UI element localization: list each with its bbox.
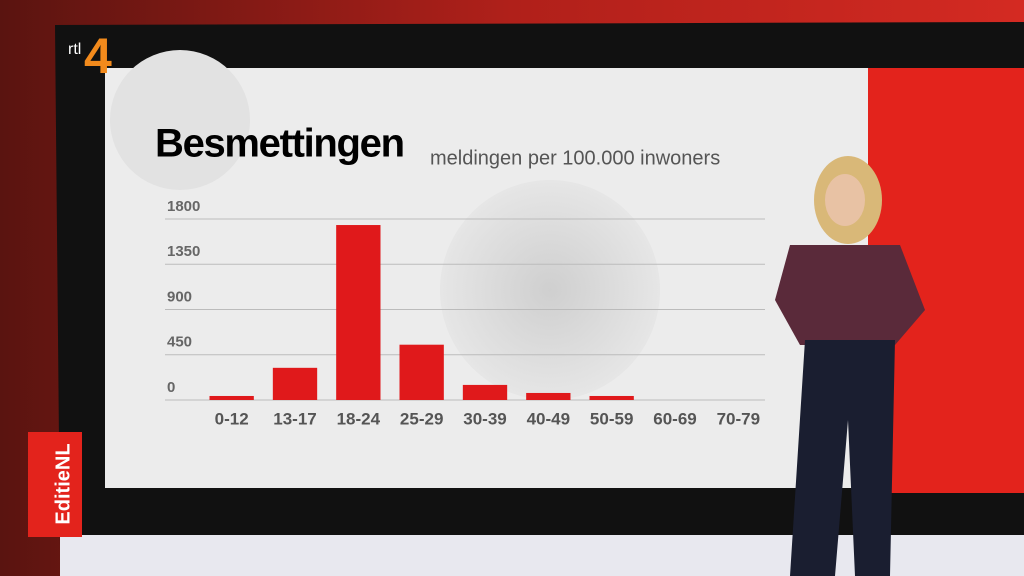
x-tick-label: 25-29 — [400, 409, 443, 428]
program-logo-box — [28, 432, 82, 537]
x-tick-label: 40-49 — [527, 409, 570, 428]
x-tick-label: 60-69 — [653, 409, 696, 428]
channel-logo-prefix: rtl — [68, 41, 81, 58]
y-tick-label: 1800 — [167, 198, 200, 215]
bar — [336, 225, 381, 400]
channel-logo-number: 4 — [84, 28, 112, 84]
y-tick-label: 0 — [167, 379, 175, 396]
x-tick-label: 18-24 — [337, 409, 381, 428]
x-tick-label: 0-12 — [215, 409, 249, 428]
bar — [462, 384, 508, 400]
program-logo: EditieNL — [52, 443, 74, 524]
y-tick-label: 450 — [167, 334, 192, 351]
x-tick-label: 50-59 — [590, 409, 633, 428]
x-tick-label: 30-39 — [463, 409, 506, 428]
bar — [589, 395, 634, 400]
bar — [209, 395, 254, 400]
x-tick-label: 70-79 — [717, 409, 760, 428]
virus-image — [440, 180, 660, 400]
y-tick-label: 1350 — [167, 243, 200, 260]
bar — [272, 367, 318, 400]
chart-title: Besmettingen — [155, 122, 405, 166]
y-tick-label: 900 — [167, 288, 192, 305]
chart-subtitle: meldingen per 100.000 inwoners — [430, 147, 720, 169]
bar — [526, 392, 571, 400]
virus-image — [110, 50, 250, 190]
chart: 0 450 900 1350 1800 0-12 13-17 18-24 25-29 30-39 4… — [165, 198, 765, 428]
presenter — [775, 156, 925, 576]
bar — [399, 344, 444, 400]
x-tick-label: 13-17 — [273, 409, 316, 428]
